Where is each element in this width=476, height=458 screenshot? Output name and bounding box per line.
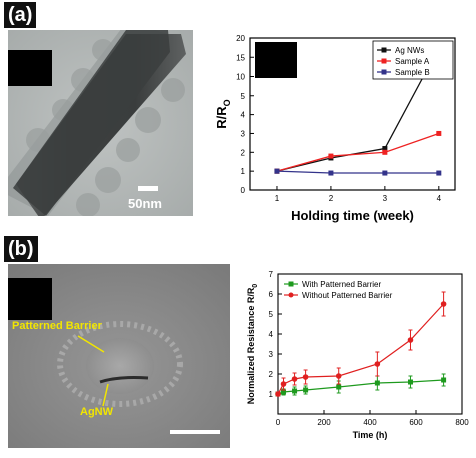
sem-image: Patterned Barrier AgNW [8, 264, 230, 448]
legend-label: Sample B [395, 68, 430, 77]
data-point [382, 149, 388, 155]
series-line-1 [276, 132, 440, 172]
redaction-block [8, 278, 52, 320]
y-axis-label: R/RO [214, 99, 232, 128]
scale-bar-label: 50nm [128, 196, 162, 211]
data-point [374, 380, 380, 386]
plot-frame [249, 37, 456, 191]
redaction-block [255, 42, 297, 78]
annotation-patterned-barrier: Patterned Barrier [12, 320, 102, 332]
legend-marker [381, 69, 387, 75]
x-tick-label: 800 [455, 418, 469, 427]
y-axis-label-sub: 0 [252, 284, 259, 288]
x-tick-label: 4 [437, 194, 442, 203]
x-tick-label: 200 [317, 418, 331, 427]
data-point [382, 146, 388, 152]
y-tick-label: 5 [241, 92, 246, 101]
series-line-1 [277, 303, 445, 395]
x-axis-label: Holding time (week) [291, 208, 414, 223]
data-point [335, 373, 342, 379]
data-point [292, 388, 298, 394]
y-tick-label: 10 [236, 73, 245, 82]
y-tick-label: 7 [269, 270, 274, 279]
x-tick-label: 1 [275, 194, 280, 203]
y-tick-label: 0 [241, 186, 246, 195]
panel-a-label: (a) [4, 2, 37, 28]
y-tick-label: 3 [269, 350, 274, 359]
y-tick-label: 4 [269, 330, 274, 339]
data-point [275, 391, 281, 397]
legend-label: Ag NWs [395, 46, 424, 55]
x-tick-label: 2 [329, 194, 334, 203]
data-point [303, 387, 309, 393]
y-tick-label: 1 [241, 167, 246, 176]
y-tick-label: 4 [241, 111, 246, 120]
y-tick-label: 20 [236, 34, 245, 43]
x-tick-label: 600 [409, 418, 423, 427]
data-point [407, 379, 413, 385]
data-point [436, 170, 442, 176]
redaction-block [8, 50, 52, 86]
legend-marker [288, 281, 294, 287]
data-point [274, 168, 280, 174]
y-tick-label: 6 [269, 290, 274, 299]
data-point [382, 170, 388, 176]
data-point [281, 389, 287, 395]
annotation-agnw: AgNW [80, 406, 113, 418]
y-tick-label: 2 [241, 148, 246, 157]
data-point [328, 170, 334, 176]
y-tick-label: 5 [269, 310, 274, 319]
x-axis-label: Time (h) [353, 430, 388, 440]
data-point [291, 376, 298, 382]
chart-a: 0 1 2 3 4 5 10 15 20 1 2 3 4 Holding time (week) R/RO A… [214, 34, 456, 223]
tem-image: 50nm [8, 30, 193, 216]
data-point [374, 361, 381, 367]
data-point [436, 130, 442, 136]
legend-label: With Patterned Barrier [302, 280, 381, 289]
legend-label: Sample A [395, 57, 430, 66]
y-tick-label: 2 [269, 370, 274, 379]
y-tick-label: 15 [236, 53, 245, 62]
x-tick-label: 400 [363, 418, 377, 427]
chart-b: 1 2 3 4 5 6 7 0 200 400 600 800 Time (h) Normalized R… [246, 270, 469, 440]
x-tick-label: 0 [276, 418, 281, 427]
legend-label: Without Patterned Barrier [302, 291, 393, 300]
legend-marker [381, 58, 387, 64]
series-line-0 [276, 47, 440, 172]
y-axis-label-sub: O [222, 99, 232, 106]
data-point [302, 374, 309, 380]
y-tick-label: 1 [269, 390, 274, 399]
data-point [441, 377, 447, 383]
legend-marker [288, 292, 294, 298]
data-point [336, 384, 342, 390]
panel-b-label: (b) [4, 236, 38, 262]
data-point [407, 337, 414, 343]
data-point [328, 153, 334, 159]
y-tick-label: 3 [241, 129, 246, 138]
data-point [280, 381, 287, 387]
legend-marker [381, 47, 387, 53]
x-tick-label: 3 [383, 194, 388, 203]
y-axis-label: Normalized Resistance R/R0 [246, 284, 259, 405]
series-line-2 [276, 170, 439, 174]
data-point [440, 301, 447, 307]
series-line-0 [277, 379, 444, 395]
